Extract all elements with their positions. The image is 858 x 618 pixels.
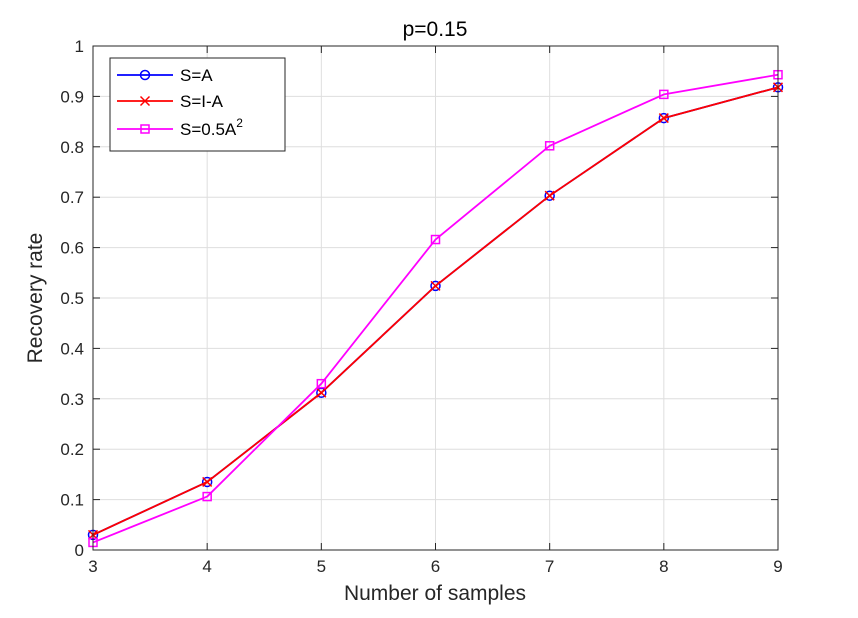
legend-label: S=I-A [180, 92, 224, 111]
series-2-point [202, 476, 213, 487]
legend-label-superscript: 2 [236, 116, 243, 130]
x-tick-label: 9 [773, 557, 782, 576]
series-3-point [659, 89, 669, 100]
legend-label-text: S=A [180, 66, 213, 85]
legend-label: S=0.5A2 [180, 116, 243, 139]
series-3-point [544, 141, 555, 151]
x-marker-stroke [658, 113, 669, 124]
ticks: 3 4 5 6 7 8 9 0 0.1 0.2 0.3 0.4 0.5 0.6 0.7 0.8 0.9 1 [60, 37, 782, 576]
series-1-point [201, 476, 213, 488]
circle-marker-shape [139, 69, 151, 81]
y-axis-title: Recovery rate [24, 233, 47, 364]
x-tick-label: 7 [545, 557, 554, 576]
y-tick-label: 0.8 [60, 138, 84, 157]
y-tick-label: 0.4 [60, 339, 84, 358]
y-tick-label: 0.3 [60, 390, 84, 409]
x-tick-label: 6 [431, 557, 440, 576]
series-3-line [92, 73, 779, 544]
legend-box [109, 57, 286, 152]
square-marker-shape [202, 491, 212, 502]
series-3-point [316, 378, 327, 389]
legend-label-text: S=I-A [180, 92, 224, 111]
y-tick-label: 0.9 [60, 87, 84, 106]
square-marker-shape [430, 234, 441, 245]
chart-title: p=0.15 [403, 18, 468, 41]
series-1-point [544, 190, 555, 201]
legend-marker [139, 95, 151, 107]
x-tick-label: 8 [659, 557, 668, 576]
legend: S=A S=I-A S=0.5A2 [109, 57, 286, 152]
y-tick-label: 0.2 [60, 440, 84, 459]
series-2-point [544, 190, 555, 201]
series-3-point [430, 234, 441, 245]
legend-label-text: S=0.5A [180, 120, 237, 139]
series-3-point [202, 491, 212, 502]
square-marker-shape [659, 89, 669, 100]
x-marker-stroke [139, 95, 151, 107]
legend-label: S=A [180, 66, 213, 85]
x-tick-label: 3 [88, 557, 97, 576]
y-tick-label: 1 [75, 37, 84, 56]
circle-marker-shape [430, 280, 441, 292]
circle-marker-shape [201, 476, 213, 488]
legend-item: S=0.5A2 [117, 116, 243, 139]
series-2-point [430, 280, 441, 291]
square-marker-shape [544, 141, 555, 151]
y-tick-label: 0 [75, 541, 84, 560]
series-2-point [658, 113, 669, 124]
series-2-point [316, 387, 327, 398]
series-layer [87, 69, 784, 548]
legend-item: S=A [117, 66, 213, 85]
y-tick-label: 0.7 [60, 188, 84, 207]
x-marker-stroke [544, 190, 555, 201]
legend-item: S=I-A [117, 92, 224, 111]
series-1-point [430, 280, 441, 292]
y-tick-label: 0.6 [60, 239, 84, 258]
y-tick-label: 0.5 [60, 289, 84, 308]
x-tick-label: 4 [202, 557, 211, 576]
legend-marker [139, 69, 151, 81]
x-tick-label: 5 [317, 557, 326, 576]
square-marker-shape [316, 378, 327, 389]
legend-marker [140, 124, 150, 134]
circle-marker-shape [544, 190, 555, 201]
x-marker-stroke [430, 280, 441, 291]
square-marker-shape [140, 124, 150, 134]
y-tick-label: 0.1 [60, 491, 84, 510]
circle-marker-shape [658, 112, 670, 124]
x-marker-stroke [316, 387, 327, 398]
x-marker-stroke [202, 476, 213, 487]
series-1-point [658, 112, 670, 124]
x-axis-title: Number of samples [344, 582, 526, 605]
